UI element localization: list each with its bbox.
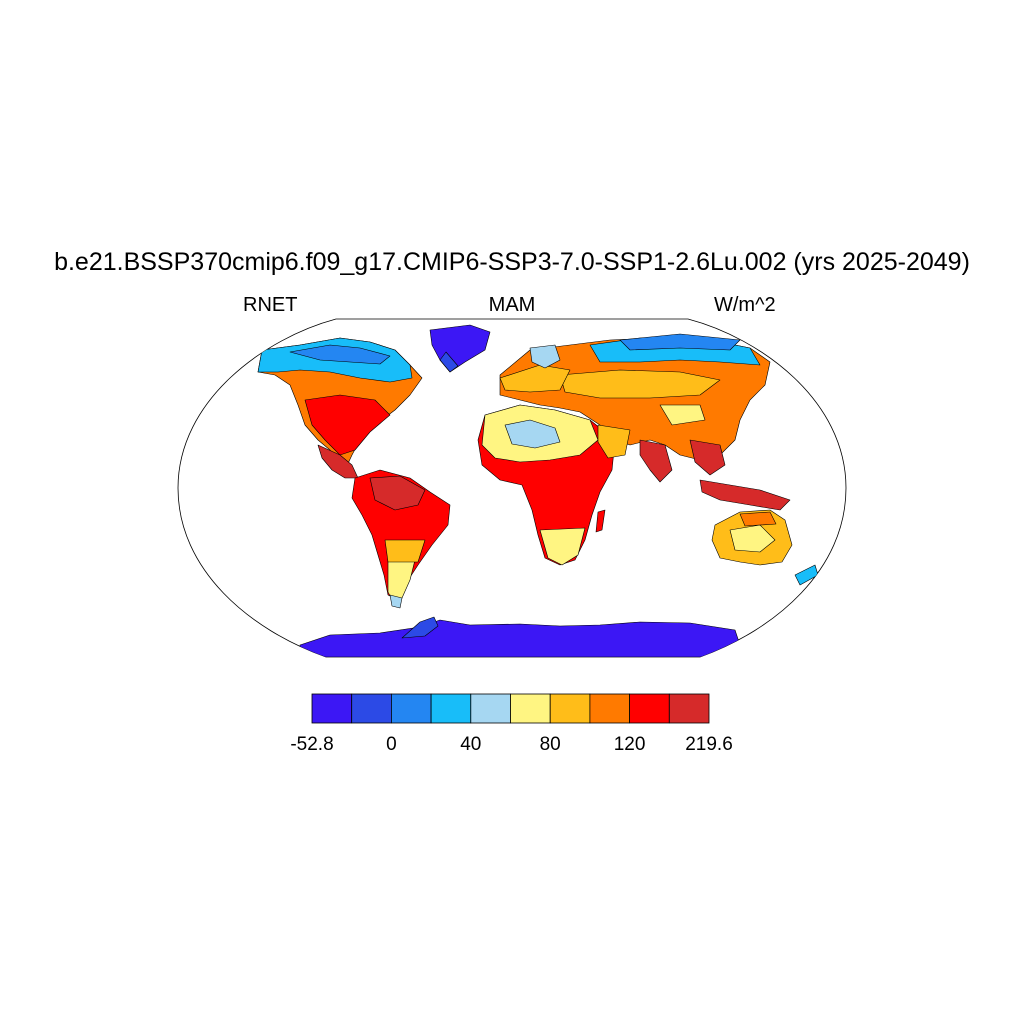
tibet <box>659 404 706 426</box>
colorbar-tick-label: 0 <box>386 734 397 755</box>
sahara-cool <box>504 419 561 449</box>
colorbar-box <box>668 693 710 724</box>
south-africa <box>539 527 586 566</box>
colorbar-tick-label: 219.6 <box>685 734 733 755</box>
colorbar-box <box>311 693 353 724</box>
colorbar-tick-label: -52.8 <box>290 734 334 755</box>
antarctic-peninsula <box>401 616 439 639</box>
colorbar-tick-label: 40 <box>460 734 482 755</box>
season-label: MAM <box>488 294 536 316</box>
canada-cold <box>289 344 391 365</box>
colorbar-box <box>390 693 432 724</box>
arabia <box>597 424 631 459</box>
variable-label: RNET <box>243 294 298 316</box>
india <box>639 439 673 483</box>
colorbar-box <box>351 693 392 724</box>
colorbar-box <box>549 693 591 724</box>
colorbar-box <box>470 693 511 724</box>
amazon <box>369 475 426 511</box>
madagascar <box>595 509 606 533</box>
colorbar-tick-label: 120 <box>613 734 646 755</box>
arctic-coast <box>619 333 741 351</box>
patagonia <box>389 594 403 609</box>
greenland-edge <box>439 351 459 373</box>
colorbar-box <box>589 693 631 724</box>
central-asia <box>559 369 721 399</box>
indonesia <box>699 479 791 511</box>
southeast-asia <box>689 439 726 476</box>
mexico <box>317 444 359 479</box>
units-label: W/m^2 <box>714 294 776 316</box>
australia-north <box>739 511 777 527</box>
south-america-mid <box>384 539 426 563</box>
colorbar-box <box>629 693 670 724</box>
usa-hot <box>304 394 391 456</box>
scandinavia <box>529 344 561 369</box>
plot-title: b.e21.BSSP370cmip6.f09_g17.CMIP6-SSP3-7.… <box>54 248 970 276</box>
colorbar-box <box>430 693 472 724</box>
australia-interior <box>729 524 776 553</box>
colorbar-tick-label: 80 <box>539 734 561 755</box>
colorbar-box <box>510 693 551 724</box>
